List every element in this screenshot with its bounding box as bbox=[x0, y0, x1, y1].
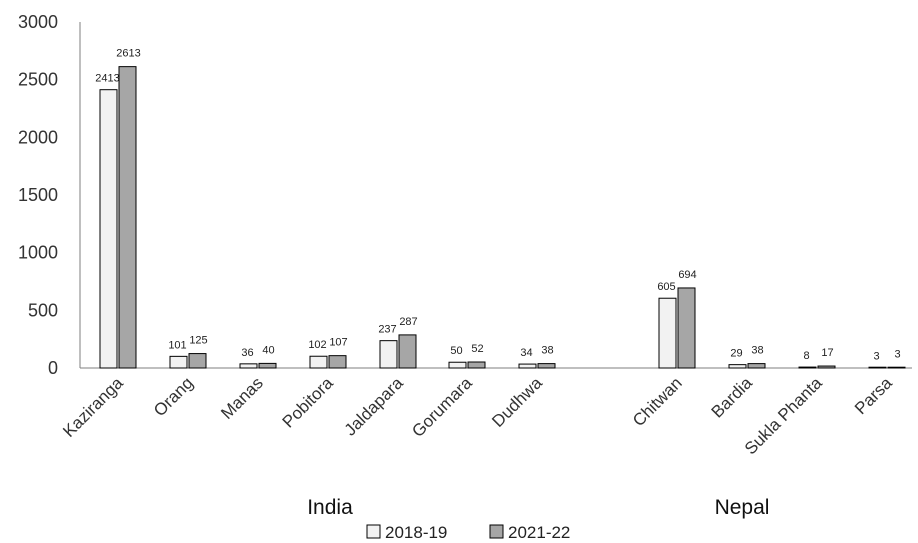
bar bbox=[817, 365, 836, 369]
legend-label: 2021-22 bbox=[508, 523, 570, 542]
bar bbox=[747, 363, 766, 369]
bar bbox=[328, 355, 347, 369]
data-label: 2613 bbox=[116, 48, 140, 60]
y-tick-label: 2500 bbox=[18, 70, 58, 90]
data-label: 29 bbox=[730, 348, 742, 360]
data-label: 34 bbox=[520, 347, 532, 359]
bar bbox=[868, 366, 887, 369]
y-tick-label: 3000 bbox=[18, 12, 58, 32]
data-label: 8 bbox=[803, 350, 809, 362]
data-label: 101 bbox=[168, 339, 186, 351]
bar bbox=[169, 355, 188, 369]
category-label: Dudhwa bbox=[488, 373, 546, 431]
data-label: 237 bbox=[378, 324, 396, 336]
data-label: 40 bbox=[262, 344, 274, 356]
data-label: 52 bbox=[471, 343, 483, 355]
category-label: Manas bbox=[217, 373, 267, 423]
category-label: Parsa bbox=[851, 373, 896, 418]
bar bbox=[887, 366, 906, 369]
bar bbox=[658, 297, 677, 369]
legend-label: 2018-19 bbox=[385, 523, 447, 542]
data-label: 3 bbox=[873, 351, 879, 363]
legend-swatch bbox=[366, 524, 381, 539]
data-label: 38 bbox=[751, 345, 763, 357]
y-tick-label: 500 bbox=[28, 300, 58, 320]
y-tick-label: 1000 bbox=[18, 243, 58, 263]
group-label: Nepal bbox=[715, 496, 770, 519]
category-label: Kaziranga bbox=[59, 373, 127, 441]
data-label: 694 bbox=[678, 269, 696, 281]
data-label: 38 bbox=[541, 345, 553, 357]
data-label: 102 bbox=[308, 339, 326, 351]
data-label: 3 bbox=[894, 349, 900, 361]
bar bbox=[677, 287, 696, 369]
bar bbox=[188, 353, 207, 369]
category-label: Pobitora bbox=[279, 373, 338, 432]
bar bbox=[398, 334, 417, 369]
bar bbox=[728, 364, 747, 369]
category-label: Orang bbox=[150, 373, 197, 420]
category-label: Jaldapara bbox=[341, 373, 408, 440]
data-label: 605 bbox=[657, 281, 675, 293]
y-tick-label: 1500 bbox=[18, 185, 58, 205]
data-label: 125 bbox=[189, 335, 207, 347]
data-label: 107 bbox=[329, 337, 347, 349]
bar bbox=[118, 66, 137, 369]
data-label: 287 bbox=[399, 316, 417, 328]
group-label: India bbox=[307, 496, 353, 519]
bar bbox=[467, 361, 486, 369]
bar bbox=[448, 361, 467, 369]
y-tick-label: 2000 bbox=[18, 127, 58, 147]
y-tick-label: 0 bbox=[48, 358, 58, 378]
category-label: Gorumara bbox=[408, 373, 476, 441]
legend-swatch bbox=[489, 524, 504, 539]
bar bbox=[309, 355, 328, 369]
bar bbox=[258, 362, 277, 369]
bar bbox=[537, 363, 556, 369]
bar bbox=[239, 363, 258, 369]
bar bbox=[798, 366, 817, 369]
data-label: 17 bbox=[821, 347, 833, 359]
data-label: 50 bbox=[450, 345, 462, 357]
category-label: Chitwan bbox=[629, 373, 686, 430]
bar bbox=[518, 363, 537, 369]
data-label: 2413 bbox=[95, 73, 119, 85]
bar bbox=[99, 89, 118, 369]
category-label: Bardia bbox=[708, 373, 757, 422]
data-label: 36 bbox=[241, 347, 253, 359]
bar bbox=[379, 340, 398, 369]
